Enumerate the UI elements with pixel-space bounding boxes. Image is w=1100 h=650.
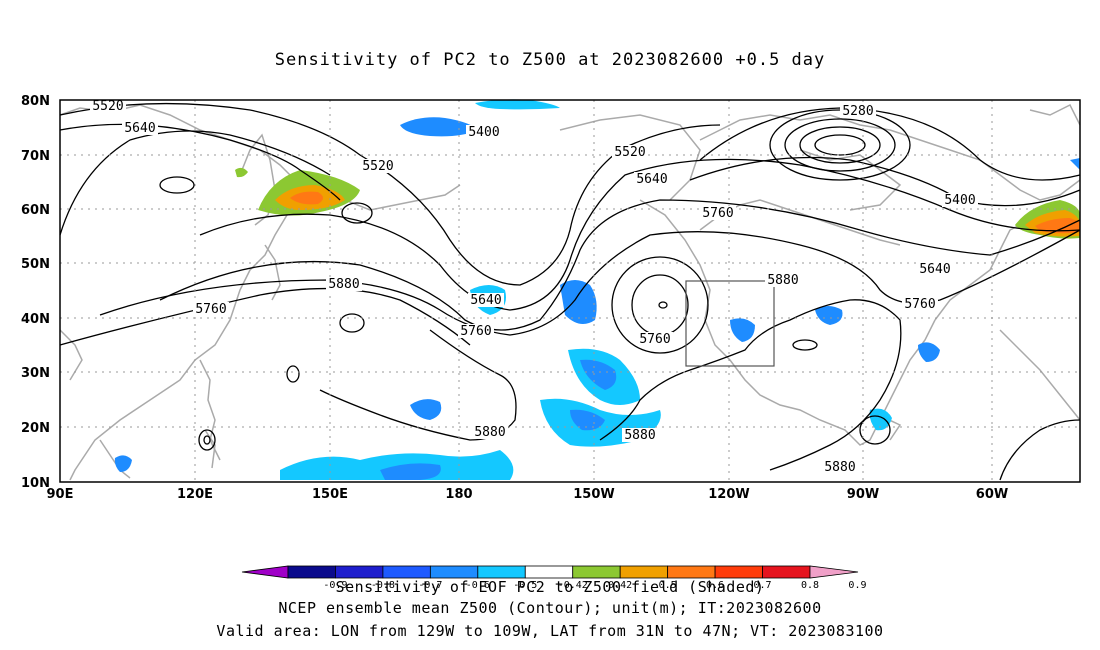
colorbar-tick-label: 0.7: [754, 580, 772, 591]
coastlines: [59, 103, 1081, 481]
lat-label: 40N: [21, 312, 50, 327]
colorbar-segment: [572, 565, 621, 579]
contour-label: 5880: [328, 277, 359, 292]
colorbar-tick-label: 0.9: [848, 580, 866, 591]
colorbar-tick-label: -0.7: [418, 580, 442, 591]
colorbar-segment: [477, 565, 526, 579]
lon-label: 120E: [177, 487, 213, 502]
colorbar-tick-label: -0.6: [466, 580, 490, 591]
colorbar-segment: [524, 565, 574, 579]
contour-label: 5880: [474, 425, 505, 440]
lon-label: 90W: [847, 487, 879, 502]
contour-label: 5760: [904, 297, 935, 312]
contour-label: 5880: [624, 428, 655, 443]
colorbar-tick-label: 0.8: [801, 580, 819, 591]
lat-label: 80N: [21, 94, 50, 109]
lon-label: 150W: [573, 487, 614, 502]
colorbar-segment: [287, 565, 336, 579]
contour-label: 5520: [362, 159, 393, 174]
contour-label: 5640: [124, 121, 155, 136]
colorbar-tick-label: 0.42: [608, 580, 632, 591]
contour-labels: 5520564055205400528055205640576054005880…: [90, 99, 978, 475]
lon-label: 60W: [976, 487, 1008, 502]
colorbar-segment: [667, 565, 716, 579]
contour-label: 5640: [470, 293, 501, 308]
map-grid: [60, 100, 1080, 482]
colorbar-segment: [762, 565, 811, 579]
latitude-labels: 80N 70N 60N 50N 40N 30N 20N 10N: [21, 94, 50, 491]
lat-label: 50N: [21, 257, 50, 272]
colorbar-segment: [714, 565, 763, 579]
colorbar-segment: [382, 565, 431, 579]
contour-label: 5640: [919, 262, 950, 277]
map-frame: [59, 99, 1081, 483]
colorbar-tick-label: 0.6: [706, 580, 724, 591]
contour-label: 5760: [639, 332, 670, 347]
caption-valid-area: Valid area: LON from 129W to 109W, LAT f…: [216, 622, 884, 640]
lat-label: 10N: [21, 476, 50, 491]
lat-label: 20N: [21, 421, 50, 436]
longitude-labels: 90E 120E 150E 180 150W 120W 90W 60W: [47, 487, 1009, 502]
colorbar-low-triangle: [241, 565, 289, 579]
lon-label: 120W: [708, 487, 749, 502]
contour-label: 5760: [195, 302, 226, 317]
contour-label: 5760: [702, 206, 733, 221]
contour-label: 5400: [944, 193, 975, 208]
plot-title: Sensitivity of PC2 to Z500 at 2023082600…: [274, 50, 826, 70]
colorbar-tick-label: -0.42: [558, 580, 588, 591]
contour-label: 5520: [614, 145, 645, 160]
contour-label: 5640: [636, 172, 667, 187]
contour-label: 5760: [460, 324, 491, 339]
colorbar-segment: [619, 565, 669, 579]
lon-label: 150E: [312, 487, 348, 502]
lon-label: 90E: [47, 487, 74, 502]
lat-label: 70N: [21, 149, 50, 164]
colorbar: -0.9 -0.8 -0.7 -0.6 -0.5 -0.42 0.42 0.5 0.6 0.7 0.…: [241, 565, 866, 591]
colorbar-tick-label: -0.5: [513, 580, 537, 591]
contour-label: 5400: [468, 125, 499, 140]
colorbar-high-triangle: [809, 565, 859, 579]
valid-area-box: [685, 280, 775, 367]
contour-label: 5880: [824, 460, 855, 475]
contour-label: 5520: [92, 99, 123, 114]
colorbar-segment: [429, 565, 479, 579]
colorbar-tick-label: -0.9: [323, 580, 347, 591]
lon-label: 180: [445, 487, 472, 502]
colorbar-tick-label: 0.5: [659, 580, 677, 591]
sensitivity-shading: [114, 99, 1080, 480]
caption-shaded: Sensitivity of EOF PC2 to Z500 field (Sh…: [335, 578, 765, 596]
contour-label: 5880: [767, 273, 798, 288]
colorbar-tick-label: -0.8: [371, 580, 395, 591]
caption-contour: NCEP ensemble mean Z500 (Contour); unit(…: [278, 599, 822, 617]
colorbar-segment: [335, 565, 384, 579]
lat-label: 60N: [21, 203, 50, 218]
contour-label: 5280: [842, 104, 873, 119]
lat-label: 30N: [21, 366, 50, 381]
